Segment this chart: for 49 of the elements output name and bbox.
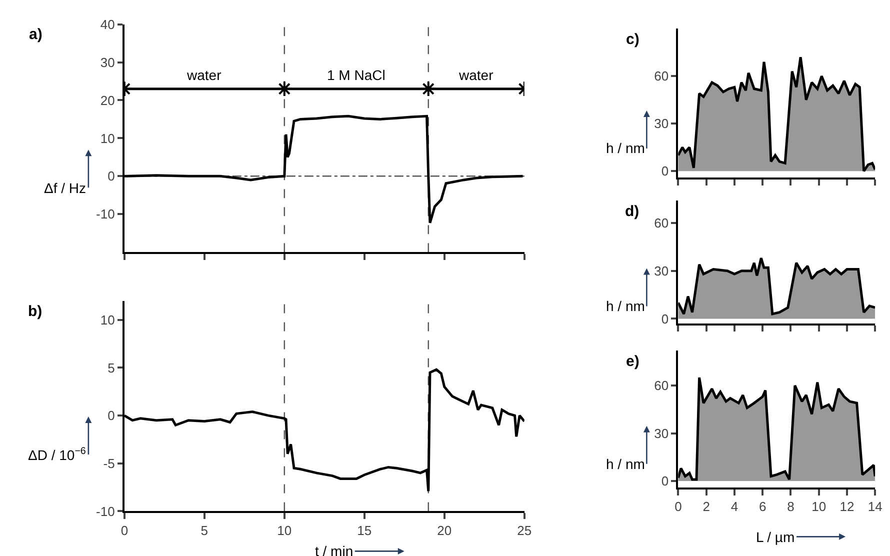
x-tick-label: 0 bbox=[674, 499, 682, 514]
y-tick-label: 30 bbox=[100, 54, 115, 70]
x-tick-label: 10 bbox=[277, 522, 292, 538]
annotation: water bbox=[186, 67, 222, 83]
y-tick-label: 40 bbox=[100, 16, 115, 32]
annotation: water bbox=[458, 67, 494, 83]
y-tick-label: 30 bbox=[654, 426, 669, 441]
chart-title: e) bbox=[626, 353, 640, 370]
y-tick-label: 60 bbox=[654, 378, 669, 394]
x-axis-title: t / min bbox=[315, 543, 354, 556]
x-tick-label: 14 bbox=[868, 499, 882, 514]
chart-title: b) bbox=[28, 303, 42, 320]
y-tick-label: 0 bbox=[108, 168, 115, 184]
x-tick-label: 0 bbox=[120, 522, 128, 538]
annotation: 1 M NaCl bbox=[327, 67, 386, 83]
x-tick-label: 8 bbox=[787, 499, 794, 514]
x-axis-title: L / µm bbox=[756, 529, 795, 545]
x-tick-label: 10 bbox=[812, 499, 826, 514]
y-axis-title: ΔD / 10$^{−6}$ bbox=[28, 446, 86, 463]
x-tick-label: 2 bbox=[702, 499, 710, 514]
y-tick-label: -5 bbox=[103, 456, 115, 471]
x-tick-label: 20 bbox=[437, 522, 452, 538]
y-tick-label: 60 bbox=[654, 216, 669, 231]
y-tick-label: 30 bbox=[654, 263, 669, 278]
y-tick-label: -10 bbox=[96, 504, 115, 519]
y-tick-label: 10 bbox=[100, 130, 115, 146]
y-axis-title: Δf / Hz bbox=[44, 180, 86, 196]
y-tick-label: 0 bbox=[661, 311, 669, 326]
x-tick-label: 25 bbox=[517, 522, 532, 538]
y-tick-label: 60 bbox=[654, 68, 669, 84]
chart-title: a) bbox=[29, 26, 42, 43]
x-tick-label: 6 bbox=[758, 499, 766, 514]
y-tick-label: 0 bbox=[661, 474, 669, 489]
x-tick-label: 15 bbox=[357, 522, 372, 538]
y-tick-label: -10 bbox=[96, 206, 115, 222]
x-tick-label: 4 bbox=[730, 499, 738, 514]
x-tick-label: 12 bbox=[840, 499, 854, 514]
y-axis-title: h / nm bbox=[606, 298, 645, 314]
chart-title: d) bbox=[625, 203, 640, 220]
y-tick-label: 10 bbox=[100, 312, 115, 328]
y-tick-label: 30 bbox=[654, 116, 669, 132]
y-tick-label: 0 bbox=[661, 164, 669, 179]
y-axis-title: h / nm bbox=[606, 456, 645, 472]
chart-title: c) bbox=[626, 31, 640, 48]
y-tick-label: 0 bbox=[108, 408, 115, 424]
y-tick-label: 5 bbox=[108, 360, 115, 376]
y-tick-label: 20 bbox=[100, 92, 115, 108]
y-axis-title: h / nm bbox=[606, 140, 645, 156]
x-tick-label: 5 bbox=[200, 522, 208, 538]
